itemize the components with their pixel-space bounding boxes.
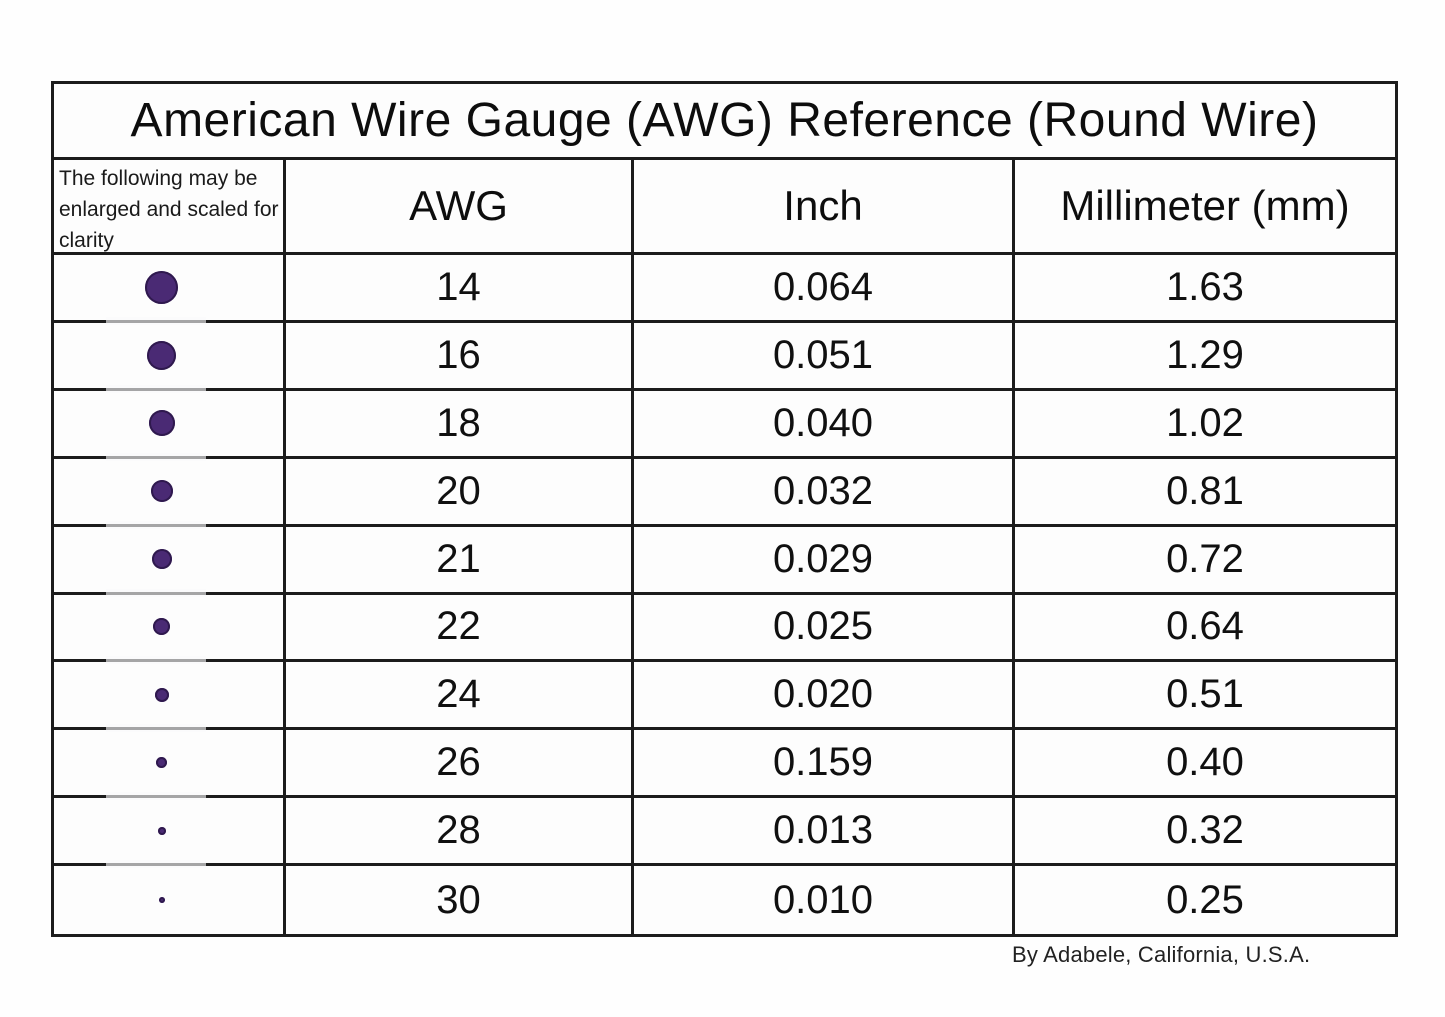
inch-value: 0.040 <box>634 390 1015 459</box>
inch-value: 0.029 <box>634 526 1015 595</box>
mm-value: 0.40 <box>1015 730 1395 799</box>
wire-size-dot-cell <box>54 662 286 733</box>
footer-credit: By Adabele, California, U.S.A. <box>1012 942 1311 967</box>
wire-size-dot <box>148 410 175 437</box>
wire-size-dot-cell <box>54 798 286 869</box>
mm-value: 0.81 <box>1015 459 1395 527</box>
mm-value: 0.51 <box>1015 662 1395 731</box>
wire-size-dot <box>154 687 169 702</box>
page-title: American Wire Gauge (AWG) Reference (Rou… <box>54 84 1395 160</box>
mm-value: 0.32 <box>1015 798 1395 867</box>
inch-value: 0.013 <box>634 798 1015 867</box>
awg-value: 14 <box>286 255 634 323</box>
column-header-inch: Inch <box>634 160 1015 255</box>
inch-value: 0.010 <box>634 866 1015 934</box>
column-header-mm: Millimeter (mm) <box>1015 160 1395 255</box>
mm-value: 1.02 <box>1015 391 1395 459</box>
wire-size-dot <box>156 757 167 769</box>
wire-size-dot-cell <box>54 322 286 393</box>
mm-value: 0.25 <box>1166 877 1244 922</box>
awg-value: 26 <box>286 730 634 799</box>
mm-value: 1.63 <box>1015 255 1395 323</box>
awg-reference-table: American Wire Gauge (AWG) Reference (Rou… <box>51 81 1398 937</box>
inch-value: 0.020 <box>634 662 1015 731</box>
inch-value: 0.064 <box>634 255 1015 323</box>
wire-size-dot <box>147 340 176 370</box>
mm-value: 0.72 <box>1015 527 1395 595</box>
inch-value: 0.025 <box>634 594 1015 663</box>
wire-size-dot-cell <box>54 594 286 665</box>
scale-note: The following may be enlarged and scaled… <box>54 160 286 255</box>
wire-size-dot <box>157 826 166 835</box>
awg-value: 28 <box>286 798 634 867</box>
wire-size-dot <box>158 897 165 904</box>
wire-size-dot-cell <box>54 255 286 325</box>
wire-size-dot-cell <box>54 866 286 934</box>
inch-value: 0.051 <box>634 322 1015 391</box>
wire-size-dot <box>153 618 170 636</box>
wire-size-dot <box>151 549 172 570</box>
awg-value: 21 <box>286 526 634 595</box>
awg-value: 24 <box>286 662 634 731</box>
wire-size-dot-cell <box>54 458 286 529</box>
awg-value: 18 <box>286 390 634 459</box>
mm-value: 0.64 <box>1015 595 1395 663</box>
wire-size-dot-cell <box>54 730 286 801</box>
wire-size-dot <box>150 480 173 503</box>
inch-value: 0.159 <box>634 730 1015 799</box>
awg-value: 30 <box>286 866 634 934</box>
wire-size-dot-cell <box>54 526 286 597</box>
inch-value: 0.032 <box>634 458 1015 527</box>
awg-value: 20 <box>286 458 634 527</box>
column-header-awg: AWG <box>286 160 634 255</box>
wire-size-dot <box>145 270 178 304</box>
awg-value: 22 <box>286 594 634 663</box>
mm-value: 1.29 <box>1015 323 1395 391</box>
wire-size-dot-cell <box>54 390 286 461</box>
awg-value: 16 <box>286 322 634 391</box>
